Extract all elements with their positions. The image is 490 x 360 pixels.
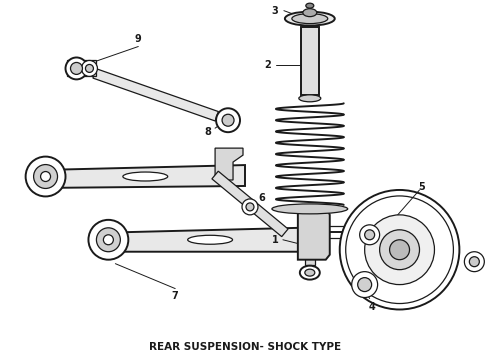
Circle shape [97, 228, 121, 252]
Circle shape [222, 114, 234, 126]
Polygon shape [93, 69, 219, 121]
Circle shape [81, 60, 98, 76]
Circle shape [380, 230, 419, 270]
Circle shape [85, 64, 94, 72]
Text: 5: 5 [418, 182, 425, 192]
Ellipse shape [300, 266, 320, 280]
Ellipse shape [272, 204, 348, 214]
Polygon shape [215, 148, 243, 180]
Text: 8: 8 [205, 127, 212, 137]
Ellipse shape [292, 14, 328, 24]
Polygon shape [212, 171, 288, 237]
Text: 6: 6 [259, 193, 265, 203]
Circle shape [365, 215, 435, 285]
Text: 3: 3 [271, 6, 278, 15]
Text: 2: 2 [265, 60, 271, 71]
Polygon shape [100, 228, 310, 252]
Text: 7: 7 [172, 291, 178, 301]
Circle shape [89, 220, 128, 260]
Circle shape [25, 157, 66, 197]
Text: 4: 4 [368, 302, 375, 311]
Text: 1: 1 [271, 235, 278, 245]
Ellipse shape [303, 9, 317, 17]
Ellipse shape [285, 12, 335, 26]
Circle shape [246, 203, 254, 211]
Circle shape [390, 240, 410, 260]
Circle shape [365, 230, 375, 240]
Circle shape [358, 278, 371, 292]
Text: 9: 9 [135, 33, 142, 44]
Polygon shape [67, 60, 97, 76]
Circle shape [242, 199, 258, 215]
Circle shape [469, 257, 479, 267]
Ellipse shape [188, 235, 233, 244]
Circle shape [66, 58, 87, 80]
Polygon shape [305, 213, 315, 265]
Ellipse shape [299, 95, 321, 102]
Ellipse shape [306, 3, 314, 8]
Circle shape [360, 225, 380, 245]
Circle shape [41, 171, 50, 181]
Circle shape [216, 108, 240, 132]
Circle shape [352, 272, 378, 298]
Text: REAR SUSPENSION- SHOCK TYPE: REAR SUSPENSION- SHOCK TYPE [149, 342, 341, 352]
Ellipse shape [123, 172, 168, 181]
Polygon shape [301, 27, 319, 95]
Circle shape [465, 252, 484, 272]
Circle shape [34, 165, 57, 189]
Ellipse shape [305, 269, 315, 276]
Circle shape [71, 62, 82, 75]
Polygon shape [41, 165, 245, 188]
Circle shape [103, 235, 113, 245]
Polygon shape [298, 210, 330, 260]
Circle shape [340, 190, 460, 310]
